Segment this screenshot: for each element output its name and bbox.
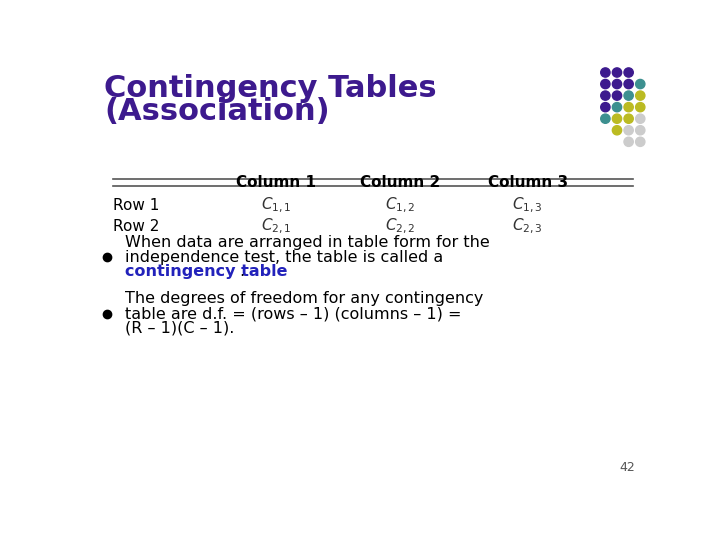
Circle shape	[636, 126, 645, 135]
Text: $C_{2,3}$: $C_{2,3}$	[513, 217, 544, 236]
Text: contingency table: contingency table	[125, 265, 287, 279]
Text: The degrees of freedom for any contingency: The degrees of freedom for any contingen…	[125, 292, 483, 306]
Text: .: .	[240, 265, 245, 279]
Text: Column 1: Column 1	[236, 175, 316, 190]
Text: (Association): (Association)	[104, 97, 330, 126]
Circle shape	[624, 103, 634, 112]
Circle shape	[612, 103, 621, 112]
Text: Contingency Tables: Contingency Tables	[104, 74, 436, 103]
Circle shape	[624, 91, 634, 100]
Text: table are d.f. = (rows – 1) (columns – 1) =: table are d.f. = (rows – 1) (columns – 1…	[125, 306, 462, 321]
Circle shape	[600, 91, 610, 100]
Circle shape	[612, 91, 621, 100]
Circle shape	[624, 79, 634, 89]
Text: Column 3: Column 3	[488, 175, 568, 190]
Circle shape	[636, 114, 645, 123]
Circle shape	[612, 126, 621, 135]
Circle shape	[636, 103, 645, 112]
Text: $C_{1,1}$: $C_{1,1}$	[261, 196, 292, 215]
Text: Row 1: Row 1	[113, 198, 160, 213]
Circle shape	[624, 114, 634, 123]
Circle shape	[612, 68, 621, 77]
Circle shape	[624, 126, 634, 135]
Text: When data are arranged in table form for the: When data are arranged in table form for…	[125, 235, 490, 250]
Circle shape	[624, 137, 634, 146]
Circle shape	[612, 79, 621, 89]
Text: $C_{1,2}$: $C_{1,2}$	[384, 196, 415, 215]
Circle shape	[600, 103, 610, 112]
Text: Column 2: Column 2	[360, 175, 440, 190]
Text: (R – 1)(C – 1).: (R – 1)(C – 1).	[125, 321, 234, 336]
Circle shape	[624, 68, 634, 77]
Circle shape	[600, 79, 610, 89]
Circle shape	[636, 91, 645, 100]
Text: $C_{1,3}$: $C_{1,3}$	[513, 196, 544, 215]
Circle shape	[600, 114, 610, 123]
Circle shape	[636, 137, 645, 146]
Circle shape	[600, 68, 610, 77]
Text: 42: 42	[619, 462, 635, 475]
Circle shape	[636, 79, 645, 89]
Text: $C_{2,2}$: $C_{2,2}$	[384, 217, 415, 236]
Text: Row 2: Row 2	[113, 219, 160, 234]
Text: independence test, the table is called a: independence test, the table is called a	[125, 250, 443, 265]
Circle shape	[612, 114, 621, 123]
Text: $C_{2,1}$: $C_{2,1}$	[261, 217, 292, 236]
